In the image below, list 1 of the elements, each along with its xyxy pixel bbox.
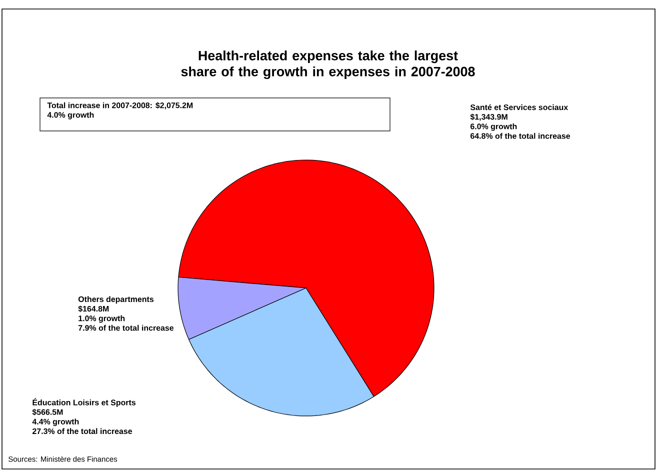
chart-title: Health-related expenses take the largest share of the growth in expenses in 2007-2008 — [181, 50, 475, 80]
